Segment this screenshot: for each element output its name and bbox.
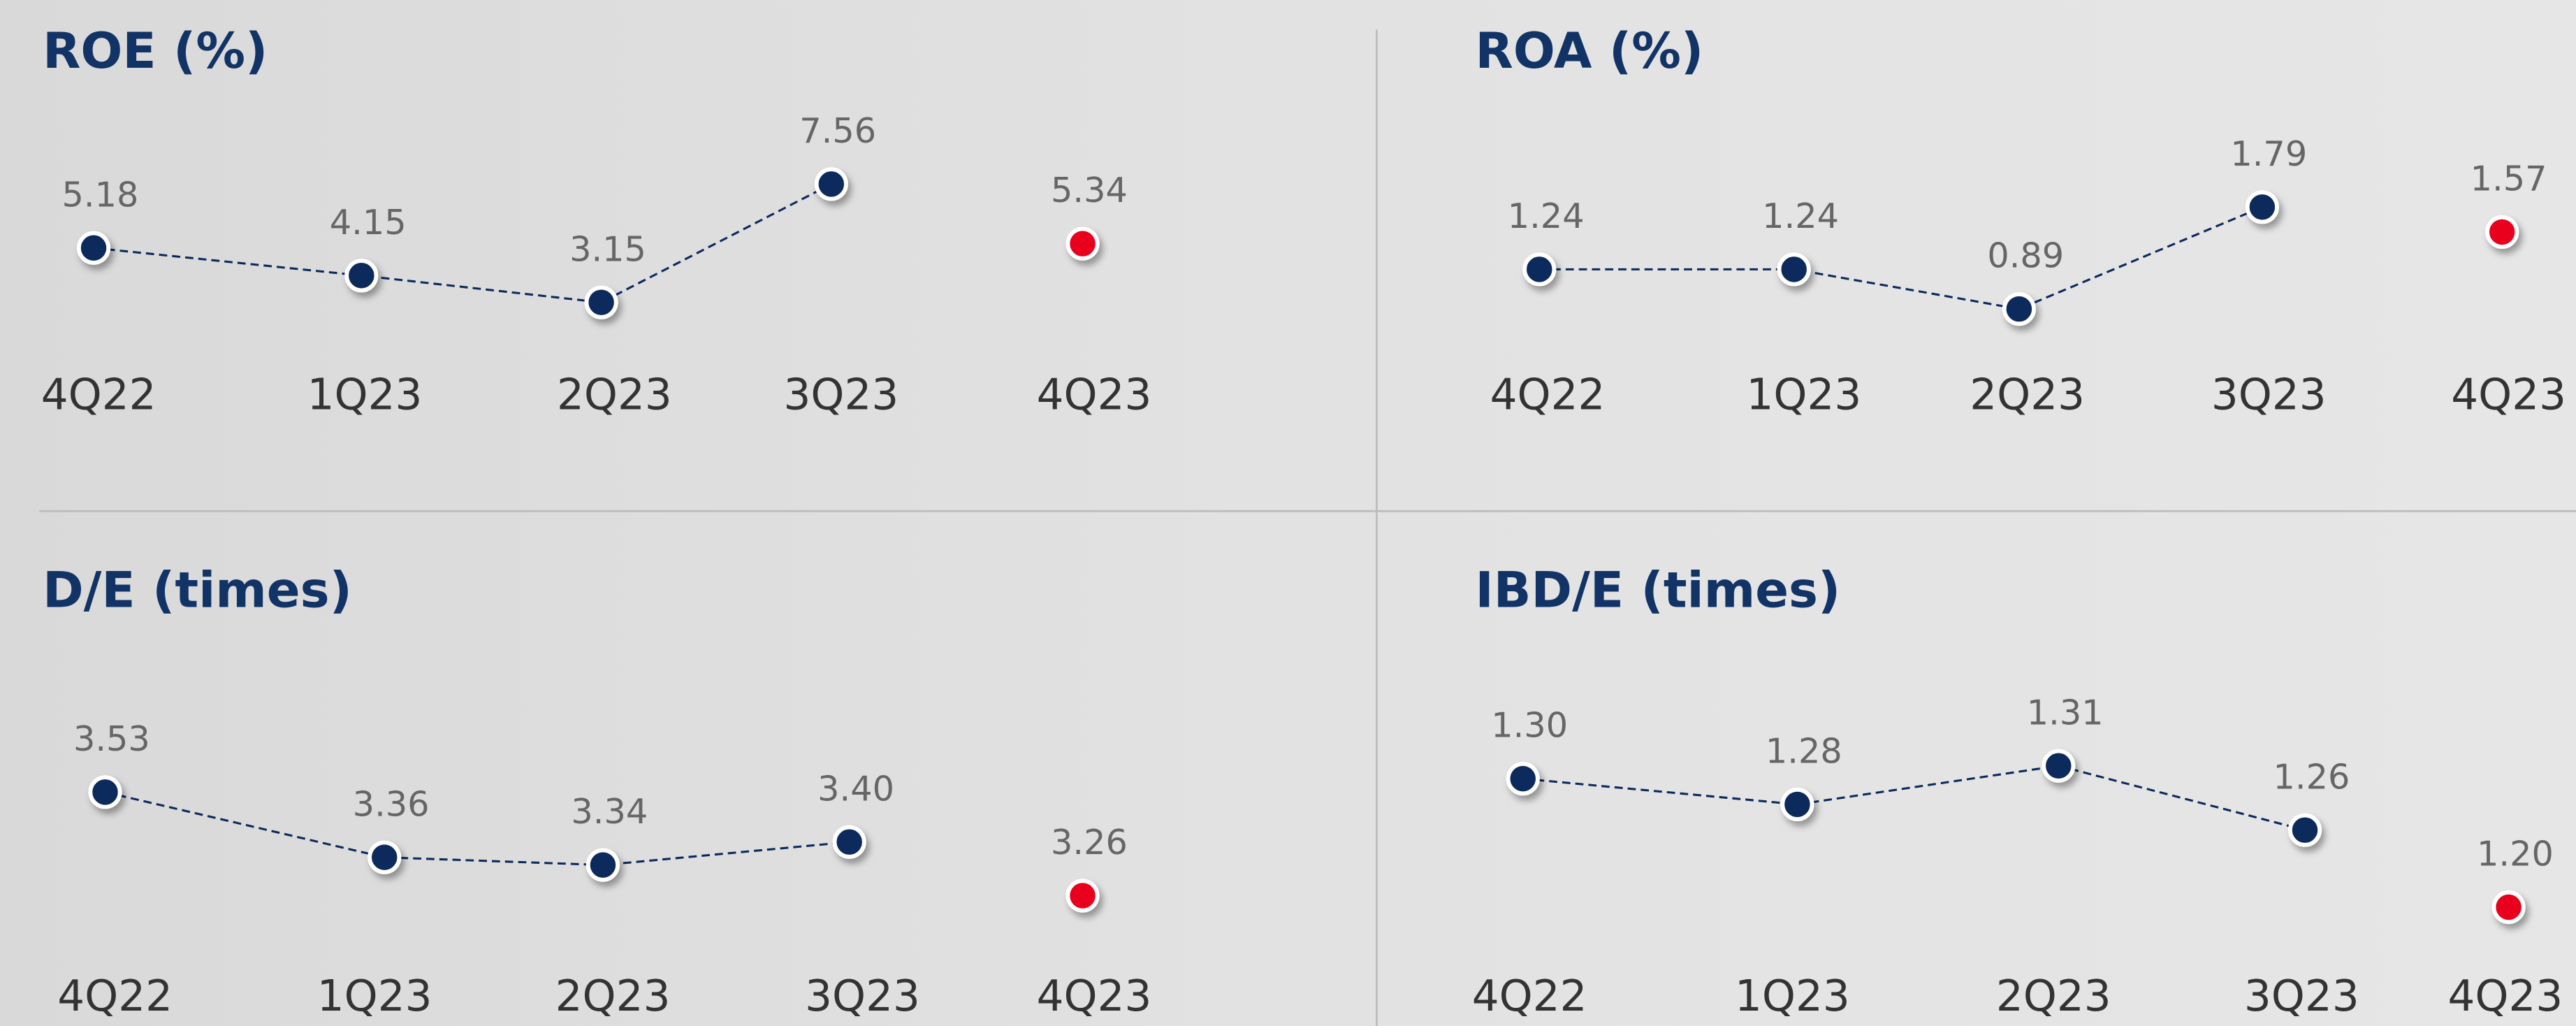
x-tick-label: 3Q23 bbox=[784, 370, 899, 420]
marker bbox=[2491, 890, 2526, 925]
x-tick-label: 1Q23 bbox=[307, 370, 423, 420]
x-tick-label: 3Q23 bbox=[2244, 971, 2359, 1021]
data-label: 5.18 bbox=[61, 174, 138, 215]
marker bbox=[88, 775, 122, 809]
x-tick-label: 2Q23 bbox=[1970, 370, 2085, 420]
data-label: 0.89 bbox=[1987, 236, 2064, 276]
data-label: 4.15 bbox=[330, 202, 407, 243]
marker bbox=[2245, 190, 2279, 224]
data-label: 1.24 bbox=[1762, 196, 1839, 236]
marker bbox=[1522, 252, 1557, 287]
data-label: 3.34 bbox=[571, 791, 648, 832]
line bbox=[1522, 765, 2306, 832]
x-tick-label: 2Q23 bbox=[1996, 971, 2111, 1021]
marker bbox=[2485, 215, 2519, 250]
data-label: 1.31 bbox=[2027, 692, 2104, 732]
marker bbox=[2042, 749, 2076, 783]
x-tick-label: 4Q23 bbox=[1037, 370, 1152, 420]
marker bbox=[584, 285, 618, 319]
marker bbox=[585, 848, 620, 882]
x-tick-label: 1Q23 bbox=[317, 971, 432, 1021]
chart-title: IBD/E (times) bbox=[1476, 561, 1841, 619]
x-tick-label: 3Q23 bbox=[2211, 370, 2327, 420]
marker bbox=[1777, 252, 1811, 287]
x-tick-label: 4Q22 bbox=[1472, 971, 1587, 1021]
marker bbox=[1780, 787, 1814, 822]
x-tick-label: 4Q23 bbox=[2451, 370, 2566, 420]
data-label: 1.30 bbox=[1491, 705, 1568, 746]
marker bbox=[2002, 291, 2036, 326]
marker bbox=[368, 840, 402, 874]
marker bbox=[814, 167, 848, 201]
x-tick-label: 2Q23 bbox=[557, 370, 672, 420]
data-label: 3.53 bbox=[73, 718, 150, 759]
marker bbox=[832, 825, 866, 859]
x-tick-label: 1Q23 bbox=[1746, 370, 1861, 420]
chart-title: ROE (%) bbox=[43, 22, 268, 80]
data-label: 3.40 bbox=[817, 768, 894, 809]
marker bbox=[344, 259, 379, 293]
x-tick-label: 3Q23 bbox=[805, 971, 920, 1021]
data-label: 1.26 bbox=[2273, 756, 2350, 797]
data-label: 5.34 bbox=[1051, 170, 1128, 210]
x-tick-label: 1Q23 bbox=[1735, 971, 1850, 1021]
data-label: 1.57 bbox=[2471, 159, 2547, 199]
marker bbox=[1506, 762, 1540, 796]
x-tick-label: 4Q22 bbox=[57, 971, 173, 1021]
chart-title: ROA (%) bbox=[1476, 22, 1704, 80]
data-label: 1.79 bbox=[2230, 133, 2307, 174]
line bbox=[105, 790, 850, 867]
data-label: 1.24 bbox=[1508, 196, 1585, 236]
data-label: 3.26 bbox=[1051, 822, 1128, 862]
line bbox=[1539, 205, 2263, 310]
marker bbox=[1065, 879, 1100, 913]
line bbox=[93, 183, 832, 304]
marker bbox=[2287, 813, 2322, 847]
data-label: 1.28 bbox=[1766, 731, 1842, 772]
data-label: 1.20 bbox=[2477, 834, 2554, 874]
marker bbox=[1065, 226, 1100, 261]
x-tick-label: 4Q23 bbox=[2447, 971, 2563, 1021]
data-label: 3.36 bbox=[353, 783, 430, 824]
data-label: 7.56 bbox=[799, 110, 876, 151]
x-tick-label: 4Q22 bbox=[1490, 370, 1606, 420]
data-label: 3.15 bbox=[569, 229, 646, 269]
marker bbox=[76, 231, 111, 265]
x-tick-label: 2Q23 bbox=[555, 971, 671, 1021]
x-tick-label: 4Q23 bbox=[1037, 971, 1152, 1021]
x-tick-label: 4Q22 bbox=[41, 370, 157, 420]
chart-title: D/E (times) bbox=[43, 561, 352, 619]
